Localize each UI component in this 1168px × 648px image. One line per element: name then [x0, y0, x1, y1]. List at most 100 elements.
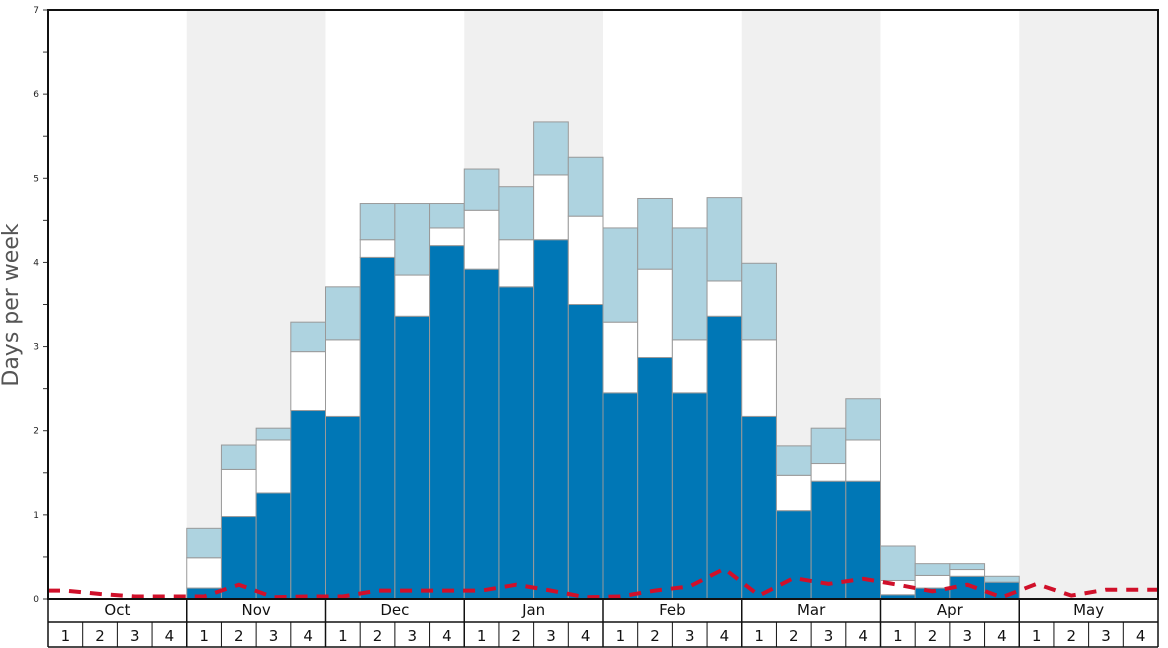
bar-middle-segment [845, 439, 881, 482]
bar-top-segment [533, 121, 569, 176]
bar-middle-segment [429, 227, 465, 247]
bar-bottom-segment [429, 245, 465, 600]
x-axis: Oct Nov Dec Jan Feb Mar Apr May 1 2 3 4 1 2 3 4 1 2 3 4 1 2 3 4… [47, 599, 1159, 648]
bar-bottom-segment [671, 392, 708, 600]
week-label: 4 [720, 627, 730, 645]
bar-top-segment [914, 563, 951, 576]
week-label: 1 [338, 627, 348, 645]
bar-top-segment [637, 197, 673, 270]
week-label: 2 [373, 627, 383, 645]
bar-bottom-segment [325, 415, 361, 600]
bar-bottom-segment [255, 492, 292, 600]
bar-middle-segment [602, 321, 639, 394]
week-label: 3 [130, 627, 140, 645]
bar-bottom-segment [637, 357, 673, 600]
bar-bottom-segment [741, 415, 777, 600]
month-band-oct [48, 10, 187, 599]
bar-middle-segment [325, 339, 361, 417]
week-label: 1 [199, 627, 209, 645]
month-band-apr [880, 10, 1020, 599]
month-label-oct: Oct [104, 601, 130, 619]
y-tick-label: 6 [33, 90, 39, 100]
bar-top-segment [463, 168, 500, 211]
bar-middle-segment [810, 463, 847, 482]
bar-top-segment [602, 227, 639, 323]
dashed-line [48, 566, 1158, 600]
week-label: 3 [546, 627, 556, 645]
bar-middle-segment [914, 574, 951, 589]
week-label: 1 [1032, 627, 1042, 645]
bar-top-segment [325, 286, 361, 341]
month-label-may: May [1073, 601, 1104, 619]
bar-middle-segment [186, 557, 222, 589]
bar-bottom-segment [498, 286, 535, 600]
week-label: 4 [997, 627, 1007, 645]
week-label: 4 [858, 627, 868, 645]
week-label: 3 [1101, 627, 1111, 645]
week-label: 2 [95, 627, 105, 645]
week-label: 4 [581, 627, 591, 645]
y-axis-label: Days per week [0, 223, 24, 386]
week-label: 1 [61, 627, 71, 645]
month-label-mar: Mar [797, 601, 826, 619]
week-label: 2 [928, 627, 938, 645]
bar-middle-segment [567, 215, 604, 305]
bar-middle-segment [394, 274, 431, 317]
bar-top-segment [880, 545, 916, 581]
bar-bottom-segment [290, 410, 326, 600]
bar-bottom-segment [533, 239, 569, 600]
bar-middle-segment [637, 268, 673, 359]
week-label: 3 [269, 627, 279, 645]
bar-bottom-segment [706, 315, 743, 600]
week-label: 4 [442, 627, 452, 645]
week-label: 2 [789, 627, 799, 645]
bar-top-segment [775, 445, 812, 476]
bar-bottom-segment [463, 268, 500, 600]
bar-top-segment [706, 197, 743, 282]
y-tick-label: 7 [33, 6, 39, 16]
y-tick-label: 1 [33, 511, 39, 521]
y-tick-label: 2 [33, 427, 39, 437]
week-label: 2 [234, 627, 244, 645]
bars [186, 121, 1020, 600]
bar-top-segment [949, 563, 986, 571]
bar-top-segment [741, 262, 777, 341]
month-label-nov: Nov [241, 601, 270, 619]
bar-top-segment [220, 444, 257, 470]
bar-middle-segment [706, 280, 743, 317]
dashed-line-series [48, 566, 1158, 600]
bar-middle-segment [775, 474, 812, 512]
bar-middle-segment [498, 239, 535, 288]
bar-top-segment [394, 203, 431, 276]
week-label: 1 [477, 627, 487, 645]
week-label: 3 [407, 627, 417, 645]
bar-middle-segment [463, 209, 500, 270]
week-label: 2 [512, 627, 522, 645]
bar-top-segment [255, 427, 292, 441]
bar-top-segment [290, 321, 326, 353]
month-label-dec: Dec [380, 601, 409, 619]
y-tick-label: 0 [33, 595, 39, 605]
y-tick-label: 3 [33, 343, 39, 353]
bar-middle-segment [741, 339, 777, 417]
bar-middle-segment [220, 468, 257, 518]
month-label-jan: Jan [521, 601, 545, 619]
bar-bottom-segment [810, 480, 847, 600]
week-label: 2 [1067, 627, 1077, 645]
bar-top-segment [186, 527, 222, 559]
bar-bottom-segment [394, 315, 431, 600]
bar-middle-segment [533, 174, 569, 241]
month-label-feb: Feb [659, 601, 686, 619]
bar-top-segment [984, 575, 1020, 583]
bar-top-segment [429, 203, 465, 229]
bar-bottom-segment [602, 392, 639, 600]
week-label: 3 [962, 627, 972, 645]
week-label: 1 [754, 627, 764, 645]
bar-middle-segment [255, 439, 292, 494]
bar-bottom-segment [567, 304, 604, 600]
week-label: 3 [685, 627, 695, 645]
bar-top-segment [567, 156, 604, 217]
bar-top-segment [498, 186, 535, 241]
month-label-apr: Apr [937, 601, 964, 619]
